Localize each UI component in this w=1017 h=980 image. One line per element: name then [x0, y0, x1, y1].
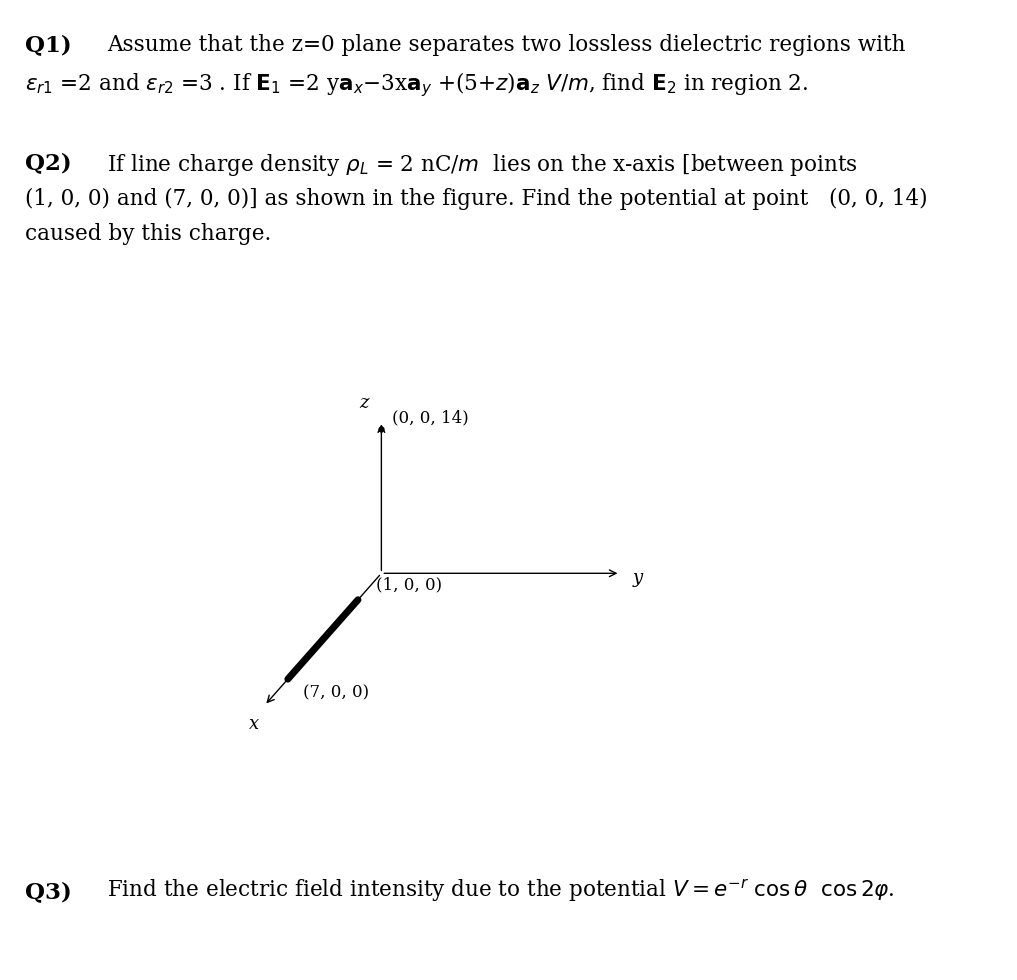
Text: If line charge density $\rho_L$ = 2 nC/$m$  lies on the x-axis [between points: If line charge density $\rho_L$ = 2 nC/$… [107, 152, 857, 178]
Text: z: z [360, 394, 369, 412]
Text: Q1): Q1) [25, 34, 72, 56]
Text: Q2): Q2) [25, 152, 72, 173]
Text: Assume that the z=0 plane separates two lossless dielectric regions with: Assume that the z=0 plane separates two … [107, 34, 905, 56]
Text: (1, 0, 0) and (7, 0, 0)] as shown in the figure. Find the potential at point   (: (1, 0, 0) and (7, 0, 0)] as shown in the… [25, 188, 929, 211]
Text: (1, 0, 0): (1, 0, 0) [376, 576, 442, 593]
Text: y: y [633, 569, 643, 587]
Text: (0, 0, 14): (0, 0, 14) [392, 410, 468, 426]
Text: Find the electric field intensity due to the potential $V = e^{-r}$ $\cos\theta$: Find the electric field intensity due to… [107, 876, 895, 904]
Text: $\varepsilon_{r1}$ =2 and $\varepsilon_{r2}$ =3 . If $\mathbf{E}_1$ =2 y$\mathbf: $\varepsilon_{r1}$ =2 and $\varepsilon_{… [25, 71, 809, 99]
Text: x: x [249, 715, 259, 733]
Text: caused by this charge.: caused by this charge. [25, 223, 272, 245]
Text: Q3): Q3) [25, 882, 72, 904]
Text: (7, 0, 0): (7, 0, 0) [303, 684, 369, 701]
